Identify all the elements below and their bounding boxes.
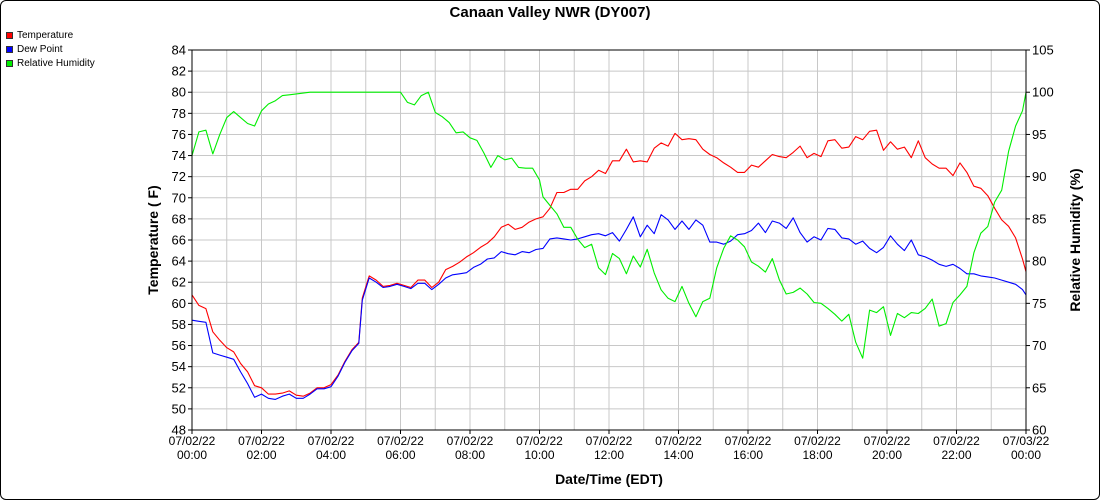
x-axis-tick-label-time: 10:00 (524, 448, 554, 462)
x-axis-tick-label-time: 08:00 (455, 448, 485, 462)
y-axis-right-tick-label: 85 (1032, 211, 1046, 226)
x-axis-tick-label-time: 00:00 (1011, 448, 1041, 462)
y-axis-left-tick-label: 58 (172, 317, 186, 332)
y-axis-left-tick-label: 84 (172, 43, 186, 58)
x-axis-tick-label-time: 02:00 (246, 448, 276, 462)
y-axis-left-tick-label: 66 (172, 233, 186, 248)
y-axis-left-tick-label: 50 (172, 401, 186, 416)
legend-label-dew-point: Dew Point (17, 43, 63, 55)
x-axis-tick-label-date: 07/02/22 (308, 434, 355, 448)
y-axis-right-tick-label: 65 (1032, 380, 1046, 395)
y-axis-right-tick-label: 70 (1032, 338, 1046, 353)
y-axis-right-tick-label: 60 (1032, 423, 1046, 438)
x-axis-tick-label-date: 07/02/22 (655, 434, 702, 448)
legend-swatch-relative-humidity (6, 59, 13, 67)
x-axis-tick-label-time: 18:00 (802, 448, 832, 462)
y-axis-left-tick-label: 76 (172, 127, 186, 142)
legend-item-relative-humidity: Relative Humidity (6, 56, 95, 70)
x-axis-tick-label-time: 16:00 (733, 448, 763, 462)
x-axis-tick-label-date: 07/02/22 (377, 434, 424, 448)
x-axis-tick-label-date: 07/02/22 (447, 434, 494, 448)
y-axis-left-tick-label: 60 (172, 296, 186, 311)
chart-grid (191, 49, 1027, 431)
y-axis-left-tick-label: 72 (172, 169, 186, 184)
x-axis-tick-label-time: 06:00 (385, 448, 415, 462)
x-axis-tick-label-time: 20:00 (872, 448, 902, 462)
legend-item-dew-point: Dew Point (6, 42, 95, 56)
y-axis-left-tick-label: 62 (172, 275, 186, 290)
y-axis-left-tick-label: 56 (172, 338, 186, 353)
x-axis-tick-label-date: 07/02/22 (586, 434, 633, 448)
x-axis-tick-label-time: 04:00 (316, 448, 346, 462)
chart-axes-layer: 48 50 52 54 56 58 60 62 64 66 68 70 72 74 76 78 80 82 84 60… (169, 43, 1054, 463)
y-axis-left-label: Temperature ( F) (145, 185, 161, 294)
series-line-relative-humidity (191, 91, 1027, 359)
x-axis-tick-label-date: 07/02/22 (933, 434, 980, 448)
x-axis-tick-label-date: 07/03/22 (1003, 434, 1050, 448)
legend-label-temperature: Temperature (17, 29, 74, 41)
x-axis-tick-label-date: 07/02/22 (238, 434, 285, 448)
x-axis-tick-label-time: 14:00 (663, 448, 693, 462)
chart-series-layer (191, 91, 1027, 400)
legend-swatch-temperature (6, 31, 13, 39)
x-axis-tick-label-date: 07/02/22 (516, 434, 563, 448)
legend-item-temperature: Temperature (6, 28, 95, 42)
y-axis-right-tick-label: 105 (1032, 43, 1054, 58)
series-line-temperature (191, 129, 1027, 397)
y-axis-left-tick-label: 68 (172, 211, 186, 226)
x-axis-tick-label-date: 07/02/22 (725, 434, 772, 448)
x-axis-tick-label-date: 07/02/22 (864, 434, 911, 448)
y-axis-left-tick-label: 48 (172, 423, 186, 438)
x-axis-tick-label-time: 22:00 (941, 448, 971, 462)
y-axis-left-tick-label: 70 (172, 190, 186, 205)
legend-label-relative-humidity: Relative Humidity (17, 57, 95, 69)
y-axis-left-tick-label: 74 (172, 148, 186, 163)
y-axis-left-tick-label: 80 (172, 85, 186, 100)
x-axis-tick-label-date: 07/02/22 (794, 434, 841, 448)
x-axis-tick-label-time: 12:00 (594, 448, 624, 462)
y-axis-left-tick-label: 78 (172, 106, 186, 121)
legend-swatch-dew-point (6, 45, 13, 53)
chart-legend: Temperature Dew Point Relative Humidity (6, 28, 95, 70)
y-axis-right-tick-label: 100 (1032, 85, 1054, 100)
x-axis-tick-label-time: 00:00 (177, 448, 207, 462)
y-axis-right-tick-label: 80 (1032, 254, 1046, 269)
y-axis-left-tick-label: 52 (172, 380, 186, 395)
y-axis-right-tick-label: 90 (1032, 169, 1046, 184)
chart-title: Canaan Valley NWR (DY007) (449, 4, 651, 21)
y-axis-left-tick-label: 54 (172, 359, 186, 374)
y-axis-right-tick-label: 95 (1032, 127, 1046, 142)
series-line-dew-point (191, 214, 1027, 400)
x-axis-tick-label-date: 07/02/22 (169, 434, 216, 448)
y-axis-right-tick-label: 75 (1032, 296, 1046, 311)
y-axis-right-label: Relative Humidity (%) (1067, 168, 1083, 311)
y-axis-left-tick-label: 64 (172, 254, 186, 269)
x-axis-label: Date/Time (EDT) (555, 471, 663, 487)
y-axis-left-tick-label: 82 (172, 64, 186, 79)
